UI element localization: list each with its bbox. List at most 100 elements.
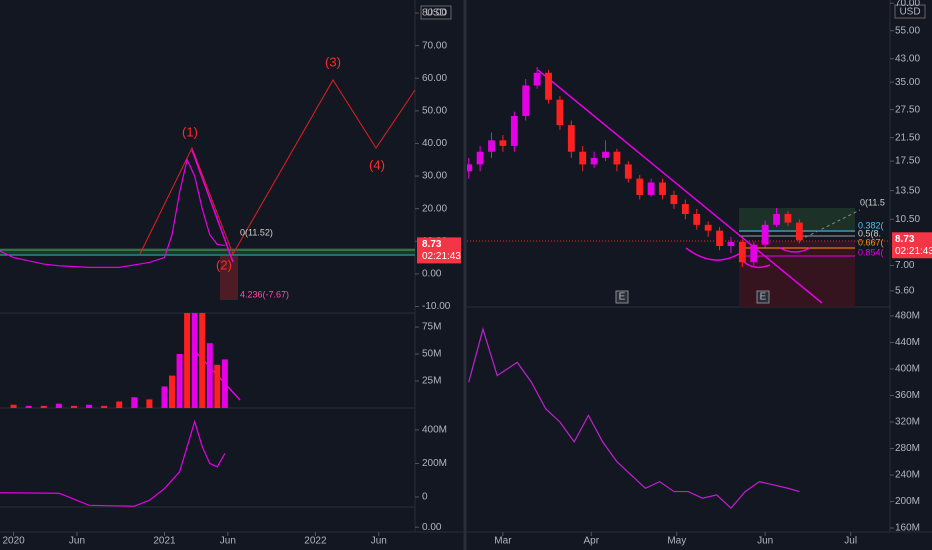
volume-bar: [176, 354, 183, 408]
y-tick-label: 240M: [895, 470, 920, 481]
fib-label: 0.5(8.: [858, 228, 881, 238]
y-tick-label: 280M: [895, 443, 920, 454]
panel: [10, 313, 228, 408]
y-tick-label: 55.00: [895, 25, 920, 36]
volume-bar: [184, 313, 191, 408]
x-tick-label: Jul: [844, 536, 857, 547]
volume-bar: [214, 364, 221, 408]
currency-box: [894, 4, 926, 19]
countdown: 02:21:43: [422, 251, 461, 262]
candle-body: [750, 244, 758, 263]
wave-label: (2): [216, 257, 232, 272]
candle-body: [467, 164, 473, 172]
volume-bar: [40, 405, 47, 408]
y-tick-label: 0.00: [422, 269, 442, 280]
volume-bar: [131, 397, 138, 408]
y-tick-label: 440M: [895, 337, 920, 348]
y-tick-label: 320M: [895, 417, 920, 428]
volume-bar: [146, 399, 153, 408]
y-tick-label: 400M: [895, 364, 920, 375]
y-tick-label: 400M: [422, 425, 447, 436]
x-tick-label: Mar: [494, 536, 512, 547]
fib-label: 0.382(: [858, 220, 884, 230]
wave-label: (3): [325, 54, 341, 69]
y-tick-label: 35.00: [895, 77, 920, 88]
candle-body: [556, 99, 564, 126]
last-price-box: [892, 232, 932, 259]
volume-bar: [191, 313, 198, 408]
panel: [0, 157, 225, 268]
candle-body: [579, 151, 587, 165]
y-tick-label: 70.00: [895, 0, 920, 9]
line: [0, 157, 225, 268]
y-tick-label: 25M: [422, 376, 441, 387]
candle-body: [488, 140, 495, 152]
y-tick-label: 43.00: [895, 53, 920, 64]
candle-body: [590, 157, 598, 165]
candle-body: [624, 164, 632, 179]
fib-zone: [0, 248, 415, 256]
y-tick-label: 160M: [895, 523, 920, 534]
y-tick-label: 50M: [422, 349, 441, 360]
currency: USD: [425, 8, 446, 19]
y-tick-label: 10.50: [895, 214, 920, 225]
pattern-arc: [685, 247, 743, 261]
fib-zone: [220, 256, 238, 300]
fib-label: 0(11.52): [240, 227, 273, 237]
earnings-marker[interactable]: [615, 290, 629, 304]
line: [0, 419, 226, 507]
wave-label: (4): [369, 157, 385, 172]
earnings-marker[interactable]: [756, 290, 770, 304]
candle-body: [613, 151, 621, 165]
candle-body: [795, 222, 803, 241]
y-tick-label: 5.60: [895, 285, 915, 296]
volume-bar: [10, 404, 17, 408]
y-tick-label: 40.00: [422, 138, 447, 149]
volume-bar: [101, 405, 108, 408]
wave-label: (1): [182, 124, 198, 139]
fib-label: 0.854(: [858, 247, 884, 257]
y-tick-label: 7.00: [895, 260, 915, 271]
fib-label: 0(11.5: [860, 197, 885, 207]
panel: [0, 419, 226, 507]
x-tick-label: Jun: [220, 536, 236, 547]
y-tick-label: 70.00: [422, 40, 447, 51]
candle-body: [716, 230, 723, 247]
y-tick-label: 200M: [422, 458, 447, 469]
candle-body: [636, 178, 644, 195]
panel: [468, 327, 800, 510]
volume-bar: [161, 386, 168, 408]
y-tick-label: 75M: [422, 322, 441, 333]
candle-body: [784, 213, 792, 223]
volume-bar: [25, 405, 32, 408]
candle-body: [693, 213, 701, 225]
candle-body: [681, 204, 689, 214]
panel: [467, 66, 803, 268]
x-tick-label: Jun: [371, 536, 387, 547]
fib-label: 0.667(: [858, 237, 884, 247]
candle-body: [670, 194, 678, 205]
x-tick-label: 2022: [304, 536, 327, 547]
candle-body: [499, 140, 507, 146]
y-tick-label: 360M: [895, 390, 920, 401]
currency: USD: [899, 7, 920, 18]
candle-body: [761, 224, 769, 245]
y-tick-label: 60.00: [422, 73, 447, 84]
x-tick-label: Jun: [757, 536, 773, 547]
y-tick-label: 30.00: [422, 171, 447, 182]
volume-bar: [116, 401, 123, 408]
candle-body: [545, 72, 552, 100]
y-tick-label: 80.00: [422, 8, 447, 19]
countdown: 02:21:43: [895, 246, 932, 257]
trend-line: [191, 149, 234, 263]
volume-bar: [206, 343, 213, 408]
line: [468, 327, 800, 510]
y-tick-label: 21.50: [895, 132, 920, 143]
earnings-label: E: [760, 292, 767, 303]
candle-body: [704, 224, 712, 231]
wave-projection: [139, 79, 416, 256]
y-tick-label: 27.50: [895, 104, 920, 115]
y-tick-label: 17.50: [895, 156, 920, 167]
fib-label: 4.236(-7.67): [240, 289, 289, 299]
